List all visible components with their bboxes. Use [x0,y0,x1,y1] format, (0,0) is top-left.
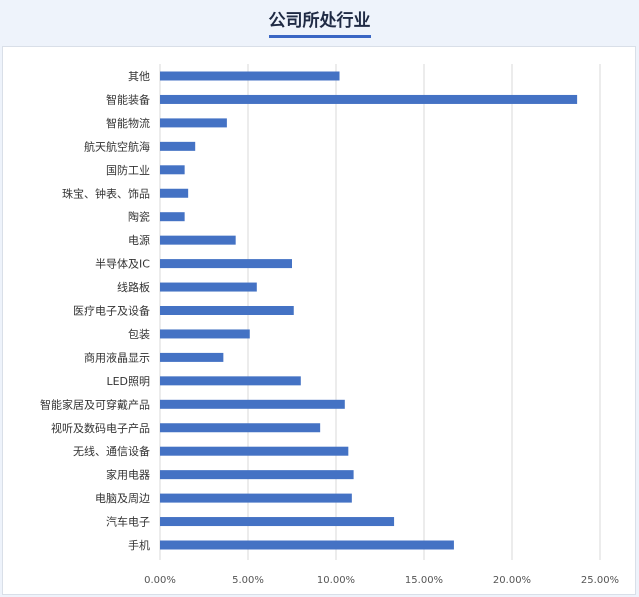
category-label: 智能家居及可穿戴产品 [40,397,150,411]
category-label: 医疗电子及设备 [73,304,150,318]
category-label: 智能物流 [106,116,150,130]
bar [160,470,354,480]
bar [160,212,185,222]
bar [160,165,185,175]
bar [160,446,349,456]
category-label: 国防工业 [106,163,150,177]
bar [160,94,578,104]
bar [160,259,292,269]
bar [160,188,189,198]
category-label: 包装 [128,328,150,341]
category-label: 其他 [128,70,150,83]
category-label: 家用电器 [106,468,150,482]
bar [160,352,224,362]
bar [160,282,257,292]
category-label: 汽车电子 [106,515,150,529]
bar [160,493,352,503]
x-tick-label: 25.00% [581,575,619,586]
x-tick-label: 20.00% [493,575,531,586]
category-label: 航天航空航海 [84,139,150,153]
x-tick-label: 5.00% [232,575,264,586]
category-label: 线路板 [117,280,150,294]
x-tick-label: 10.00% [317,575,355,586]
chart-panel [2,46,636,595]
bar [160,517,395,527]
bar [160,118,227,128]
bar [160,376,301,386]
bar [160,235,236,245]
category-label: 电脑及周边 [95,492,150,505]
bar [160,141,196,151]
category-label: 手机 [128,538,150,552]
bar [160,540,454,550]
category-label: 无线、通信设备 [73,444,150,458]
header: 公司所处行业 [0,0,639,46]
bar [160,329,250,339]
category-label: 电源 [128,233,150,247]
x-tick-label: 0.00% [144,575,176,586]
category-label: 视听及数码电子产品 [51,421,150,435]
category-label: 陶瓷 [128,210,150,224]
bar [160,71,340,81]
x-tick-label: 15.00% [405,575,443,586]
category-label: 珠宝、钟表、饰品 [62,186,150,200]
category-label: 智能装备 [106,92,150,106]
bar [160,306,294,315]
bar [160,423,321,433]
category-label: LED照明 [106,375,150,388]
chart-title: 公司所处行业 [268,6,371,38]
category-label: 商用液晶显示 [84,350,150,364]
bar [160,399,345,409]
category-label: 半导体及IC [95,257,150,271]
